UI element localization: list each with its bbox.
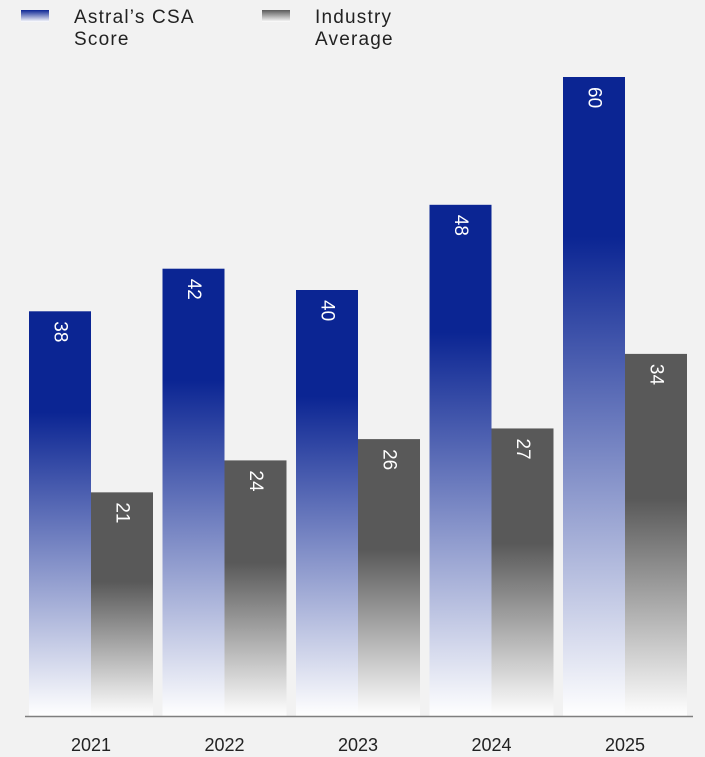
x-tick-label-2023: 2023 <box>338 735 378 755</box>
data-label-industry-2021: 21 <box>112 502 133 523</box>
legend-item-industry: Industry Average <box>262 7 394 51</box>
data-label-astral-2023: 40 <box>317 300 338 321</box>
bar-astral-2023 <box>296 290 358 716</box>
bar-industry-2022 <box>224 460 287 716</box>
bar-astral-2025 <box>563 77 625 716</box>
bar-astral-2021 <box>29 311 91 716</box>
bar-astral-2024 <box>429 204 492 717</box>
legend-label-astral: Astral’s CSA Score <box>74 7 195 50</box>
bar-industry-2024 <box>491 428 554 716</box>
x-tick-label-2022: 2022 <box>204 735 244 755</box>
data-label-astral-2025: 60 <box>584 87 605 108</box>
data-label-industry-2023: 26 <box>379 449 400 470</box>
data-label-industry-2025: 34 <box>646 364 667 386</box>
data-label-industry-2024: 27 <box>512 438 533 459</box>
x-tick-label-2025: 2025 <box>605 735 645 755</box>
x-tick-label-2024: 2024 <box>471 735 511 755</box>
bar-industry-2021 <box>91 492 153 716</box>
x-tick-label-2021: 2021 <box>71 735 111 755</box>
bar-astral-2022 <box>162 268 225 716</box>
legend-swatch-industry <box>262 10 290 22</box>
bar-industry-2025 <box>625 353 687 716</box>
legend-item-astral: Astral’s CSA Score <box>21 7 195 51</box>
data-label-astral-2022: 42 <box>183 279 204 300</box>
legend-label-industry: Industry Average <box>315 7 394 50</box>
bar-industry-2023 <box>358 439 420 716</box>
data-label-industry-2022: 24 <box>245 470 266 492</box>
legend-swatch-astral <box>21 10 49 22</box>
data-label-astral-2021: 38 <box>50 321 71 342</box>
data-label-astral-2024: 48 <box>450 215 471 236</box>
